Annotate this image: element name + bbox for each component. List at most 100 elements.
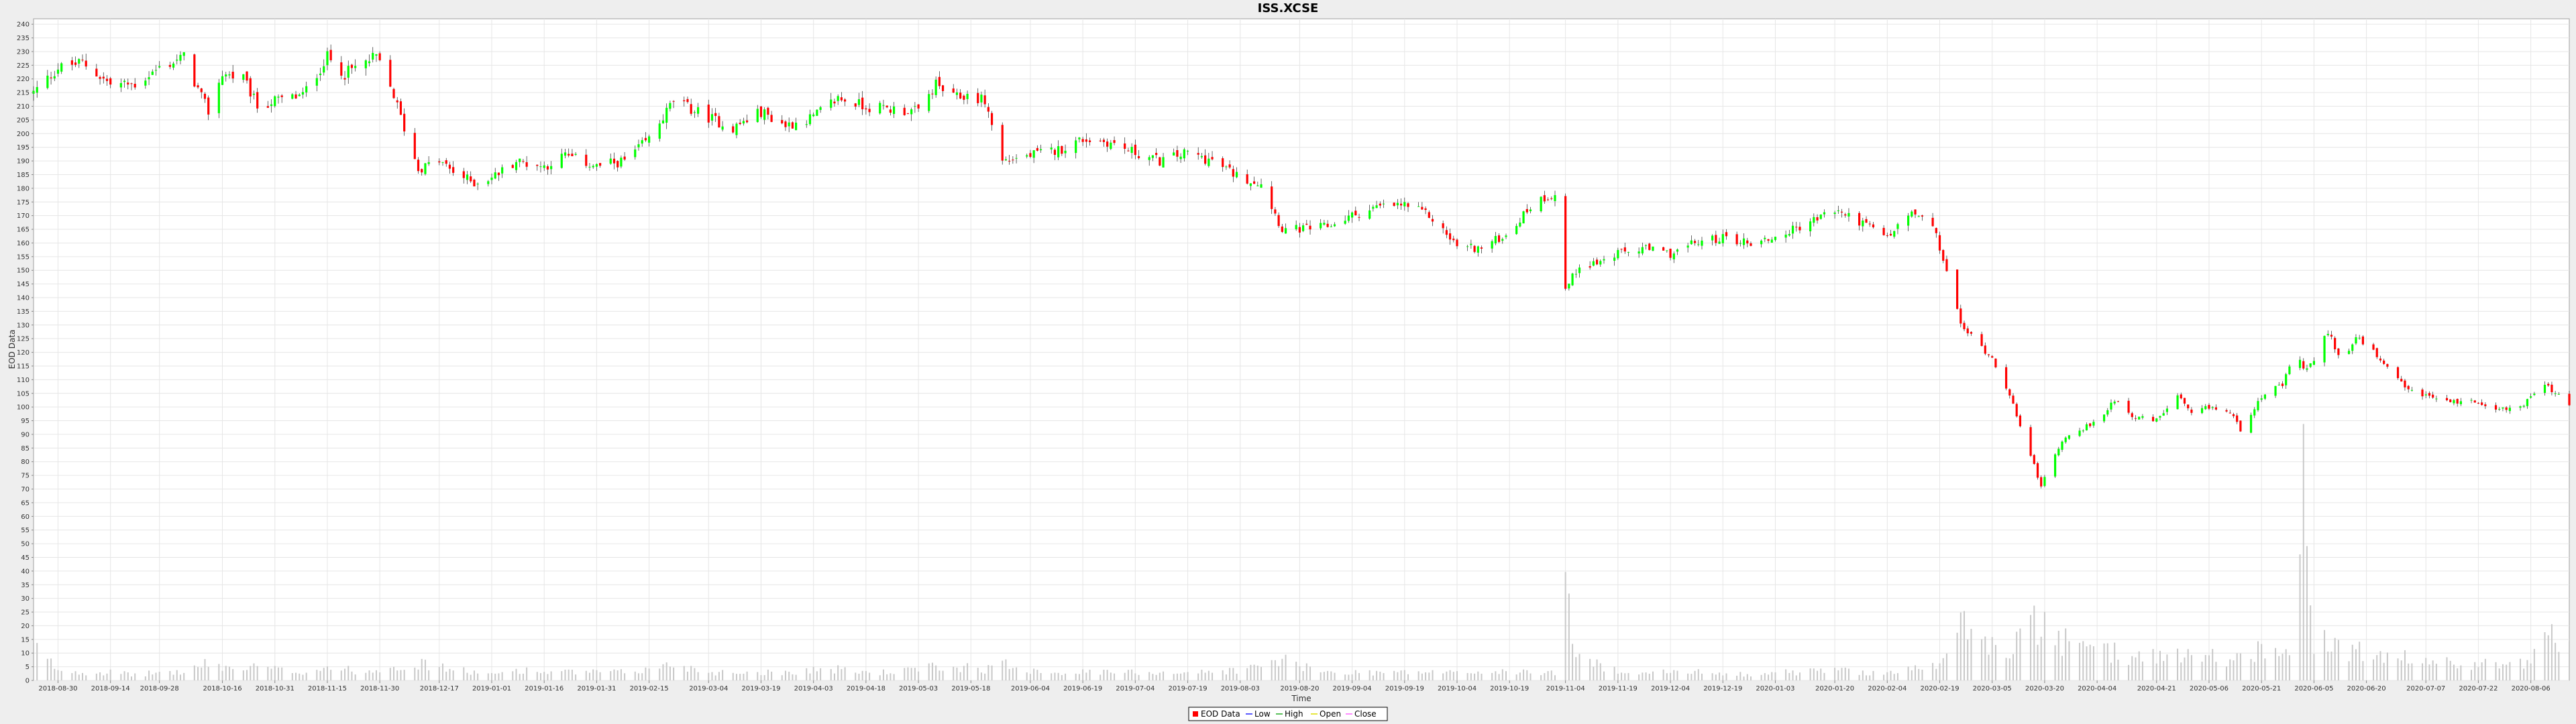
- candle-body: [1148, 157, 1150, 160]
- y-tick-label: 0: [25, 678, 30, 685]
- volume-bar: [1470, 673, 1472, 680]
- volume-bar: [760, 675, 762, 680]
- volume-bar: [127, 672, 129, 680]
- candle-body: [1564, 196, 1567, 289]
- x-tick-label: 2020-04-21: [2137, 685, 2176, 692]
- volume-bar: [2135, 657, 2137, 680]
- candle-body: [2008, 389, 2011, 396]
- candle-body: [1110, 142, 1112, 149]
- volume-bar: [515, 668, 517, 680]
- volume-bar: [784, 670, 786, 680]
- volume-bar: [1229, 668, 1231, 680]
- candle-body: [2043, 477, 2046, 486]
- candle-body: [1595, 259, 1599, 265]
- volume-bar: [494, 673, 496, 680]
- candle-body: [60, 63, 63, 72]
- candle-body: [690, 104, 692, 114]
- candle-body: [609, 158, 612, 164]
- x-tick-label: 2020-01-20: [1815, 685, 1854, 692]
- candle-body: [168, 64, 171, 67]
- volume-bar: [218, 664, 220, 680]
- volume-bar: [2324, 629, 2326, 680]
- y-tick-label: 200: [17, 131, 30, 138]
- volume-bar: [2253, 662, 2255, 680]
- candle-body: [1960, 308, 1962, 324]
- candle-body: [53, 76, 56, 78]
- candle-body: [2092, 422, 2095, 426]
- x-tick-label: 2019-04-03: [794, 685, 833, 692]
- candle-body: [78, 59, 80, 64]
- candle-body: [767, 107, 769, 115]
- candle-body: [1379, 203, 1381, 206]
- volume-bar: [1715, 674, 1717, 680]
- volume-bar: [74, 671, 76, 680]
- volume-bar: [368, 670, 370, 680]
- volume-bar: [2138, 651, 2140, 680]
- volume-bar: [890, 673, 892, 680]
- volume-bar: [1939, 663, 1941, 680]
- volume-bar: [2299, 554, 2301, 680]
- candle-body: [256, 92, 259, 109]
- volume-bar: [1124, 672, 1126, 680]
- candle-body: [837, 96, 839, 101]
- candle-body: [1868, 223, 1871, 225]
- volume-bar: [1152, 674, 1154, 680]
- volume-bar: [585, 670, 587, 680]
- volume-bar: [1911, 670, 1913, 680]
- candle-body: [714, 113, 717, 116]
- volume-bar: [1253, 664, 1255, 680]
- volume-bar: [1981, 639, 1983, 680]
- y-tick-label: 35: [21, 582, 30, 589]
- candle-body: [2351, 344, 2354, 351]
- candle-body: [1151, 155, 1155, 158]
- candle-body: [2257, 401, 2259, 410]
- candle-body: [515, 162, 518, 170]
- candle-body: [1589, 266, 1591, 268]
- candle-body: [742, 121, 745, 124]
- volume-bar: [1858, 674, 1860, 680]
- volume-bar: [795, 674, 797, 680]
- candle-body: [2200, 408, 2204, 414]
- volume-bar: [302, 674, 304, 680]
- legend-label: Close: [1354, 709, 1377, 719]
- x-tick-label: 2019-11-19: [1599, 685, 1638, 692]
- candle-body: [151, 71, 154, 75]
- volume-bar: [1795, 675, 1797, 680]
- candle-body: [1039, 149, 1042, 151]
- volume-bar: [2555, 642, 2557, 680]
- candle-body: [1134, 144, 1136, 156]
- candle-body: [2187, 404, 2190, 409]
- volume-bar: [1750, 676, 1752, 680]
- candle-body: [1788, 234, 1790, 236]
- volume-bar: [2453, 664, 2455, 680]
- y-tick-label: 5: [25, 664, 30, 671]
- volume-bar: [2435, 664, 2437, 680]
- candle-body: [759, 106, 763, 117]
- volume-bar: [1299, 666, 1301, 680]
- candle-body: [2494, 405, 2498, 410]
- candle-body: [368, 61, 371, 64]
- volume-bar: [491, 673, 493, 680]
- candle-body: [1501, 239, 1504, 241]
- volume-bar: [1082, 669, 1084, 680]
- candle-body: [182, 52, 185, 56]
- volume-bar: [1417, 671, 1419, 680]
- candle-body: [1448, 233, 1452, 240]
- volume-bar: [1694, 670, 1696, 680]
- volume-bar: [1222, 670, 1224, 680]
- candle-body: [1833, 213, 1836, 215]
- volume-bar: [2533, 648, 2535, 680]
- volume-bar: [1012, 668, 1014, 680]
- candlesticks: [32, 44, 2571, 489]
- candle-body: [2232, 414, 2235, 416]
- volume-bar: [1599, 663, 1601, 680]
- candle-body: [906, 113, 910, 114]
- candle-body: [1085, 139, 1087, 142]
- candle-body: [1494, 235, 1497, 244]
- candle-body: [693, 112, 696, 113]
- candle-body: [305, 86, 308, 93]
- x-tick-label: 2019-01-01: [472, 685, 511, 692]
- candle-body: [592, 166, 594, 168]
- candle-body: [2127, 400, 2130, 413]
- volume-bar: [1477, 671, 1479, 680]
